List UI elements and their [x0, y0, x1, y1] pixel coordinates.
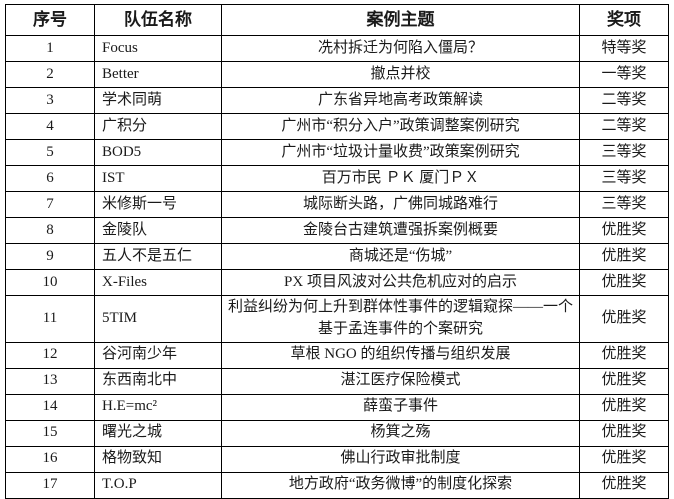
row-number-cell: 14	[5, 393, 95, 421]
team-name-cell: 格物致知	[94, 445, 222, 473]
award-cell: 三等奖	[579, 165, 669, 192]
header-cell-award: 奖项	[579, 4, 669, 36]
team-name-cell: IST	[94, 165, 222, 192]
case-topic-cell: 商城还是“伤城”	[221, 243, 580, 270]
awards-table: 序号 队伍名称 案例主题 奖项 1 Focus 冼村拆迁为何陷入僵局？ 特等奖 2 Bet…	[5, 4, 669, 499]
team-name-cell: 广积分	[94, 113, 222, 140]
award-cell: 优胜奖	[579, 341, 669, 369]
award-cell: 优胜奖	[579, 445, 669, 473]
team-name-cell: T.O.P	[94, 471, 222, 499]
case-topic-cell: 金陵台古建筑遭强拆案例概要	[221, 217, 580, 244]
row-number-cell: 4	[5, 113, 95, 140]
table-row: 5 BOD5 广州市“垃圾计量收费”政策案例研究 三等奖	[5, 139, 669, 166]
row-number-cell: 6	[5, 165, 95, 192]
row-number-cell: 1	[5, 35, 95, 62]
row-number-cell: 13	[5, 367, 95, 395]
table-body: 1 Focus 冼村拆迁为何陷入僵局？ 特等奖 2 Better 撤点并校 一等奖 3 学术同萌广…	[5, 35, 669, 499]
header-cell-number: 序号	[5, 4, 95, 36]
team-name-cell: Better	[94, 61, 222, 88]
table-row: 17 T.O.P 地方政府“政务微博”的制度化探索 优胜奖	[5, 471, 669, 499]
case-topic-cell: 草根 NGO 的组织传播与组织发展	[221, 341, 580, 369]
table-row: 8 金陵队 金陵台古建筑遭强拆案例概要 优胜奖	[5, 217, 669, 244]
case-topic-cell: 冼村拆迁为何陷入僵局？	[221, 35, 580, 62]
table-row: 12 谷河南少年 草根 NGO 的组织传播与组织发展 优胜奖	[5, 341, 669, 369]
award-cell: 二等奖	[579, 113, 669, 140]
table-row: 11 5TIM 利益纠纷为何上升到群体性事件的逻辑窥探——一个基于孟连事件的个案研究…	[5, 295, 669, 343]
row-number-cell: 5	[5, 139, 95, 166]
case-topic-cell: 地方政府“政务微博”的制度化探索	[221, 471, 580, 499]
case-topic-cell: 湛江医疗保险模式	[221, 367, 580, 395]
table-row: 9 五人不是五仁 商城还是“伤城” 优胜奖	[5, 243, 669, 270]
table-row: 10 X-Files PX 项目风波对公共危机应对的启示 优胜奖	[5, 269, 669, 296]
case-topic-cell: PX 项目风波对公共危机应对的启示	[221, 269, 580, 296]
table-row: 13 东西南北中 湛江医疗保险模式 优胜奖	[5, 367, 669, 395]
case-topic-cell: 广州市“垃圾计量收费”政策案例研究	[221, 139, 580, 166]
row-number-cell: 3	[5, 87, 95, 114]
case-topic-cell: 利益纠纷为何上升到群体性事件的逻辑窥探——一个基于孟连事件的个案研究	[221, 295, 580, 343]
header-row: 序号 队伍名称 案例主题 奖项	[5, 4, 669, 36]
award-cell: 优胜奖	[579, 295, 669, 343]
award-cell: 三等奖	[579, 139, 669, 166]
team-name-cell: Focus	[94, 35, 222, 62]
team-name-cell: 5TIM	[94, 295, 222, 343]
row-number-cell: 10	[5, 269, 95, 296]
award-cell: 三等奖	[579, 191, 669, 218]
award-cell: 优胜奖	[579, 419, 669, 447]
row-number-cell: 11	[5, 295, 95, 343]
team-name-cell: 曙光之城	[94, 419, 222, 447]
award-cell: 特等奖	[579, 35, 669, 62]
case-topic-cell: 广东省异地高考政策解读	[221, 87, 580, 114]
row-number-cell: 2	[5, 61, 95, 88]
case-topic-cell: 撤点并校	[221, 61, 580, 88]
award-cell: 一等奖	[579, 61, 669, 88]
table-row: 3 学术同萌 广东省异地高考政策解读 二等奖	[5, 87, 669, 114]
team-name-cell: 谷河南少年	[94, 341, 222, 369]
table-row: 2 Better 撤点并校 一等奖	[5, 61, 669, 88]
row-number-cell: 7	[5, 191, 95, 218]
row-number-cell: 12	[5, 341, 95, 369]
team-name-cell: 东西南北中	[94, 367, 222, 395]
case-topic-cell: 薛蛮子事件	[221, 393, 580, 421]
team-name-cell: 学术同萌	[94, 87, 222, 114]
table-row: 6 IST 百万市民 ＰＫ 厦门ＰＸ 三等奖	[5, 165, 669, 192]
row-number-cell: 15	[5, 419, 95, 447]
table-row: 15 曙光之城 杨箕之殇 优胜奖	[5, 419, 669, 447]
table-row: 16 格物致知 佛山行政审批制度 优胜奖	[5, 445, 669, 473]
table-row: 7 米修斯一号 城际断头路，广佛同城路难行 三等奖	[5, 191, 669, 218]
team-name-cell: BOD5	[94, 139, 222, 166]
table-row: 4 广积分 广州市“积分入户”政策调整案例研究 二等奖	[5, 113, 669, 140]
award-cell: 优胜奖	[579, 393, 669, 421]
table-row: 1 Focus 冼村拆迁为何陷入僵局？ 特等奖	[5, 35, 669, 62]
award-cell: 优胜奖	[579, 243, 669, 270]
case-topic-cell: 佛山行政审批制度	[221, 445, 580, 473]
team-name-cell: 五人不是五仁	[94, 243, 222, 270]
award-cell: 优胜奖	[579, 471, 669, 499]
team-name-cell: X-Files	[94, 269, 222, 296]
case-topic-cell: 杨箕之殇	[221, 419, 580, 447]
award-cell: 优胜奖	[579, 269, 669, 296]
row-number-cell: 8	[5, 217, 95, 244]
award-cell: 优胜奖	[579, 217, 669, 244]
team-name-cell: H.E=mc²	[94, 393, 222, 421]
row-number-cell: 16	[5, 445, 95, 473]
header-cell-team-name: 队伍名称	[94, 4, 222, 36]
case-topic-cell: 广州市“积分入户”政策调整案例研究	[221, 113, 580, 140]
row-number-cell: 9	[5, 243, 95, 270]
case-topic-cell: 百万市民 ＰＫ 厦门ＰＸ	[221, 165, 580, 192]
award-cell: 二等奖	[579, 87, 669, 114]
case-topic-cell: 城际断头路，广佛同城路难行	[221, 191, 580, 218]
header-cell-case-topic: 案例主题	[221, 4, 580, 36]
row-number-cell: 17	[5, 471, 95, 499]
team-name-cell: 金陵队	[94, 217, 222, 244]
table-row: 14 H.E=mc² 薛蛮子事件 优胜奖	[5, 393, 669, 421]
team-name-cell: 米修斯一号	[94, 191, 222, 218]
award-cell: 优胜奖	[579, 367, 669, 395]
